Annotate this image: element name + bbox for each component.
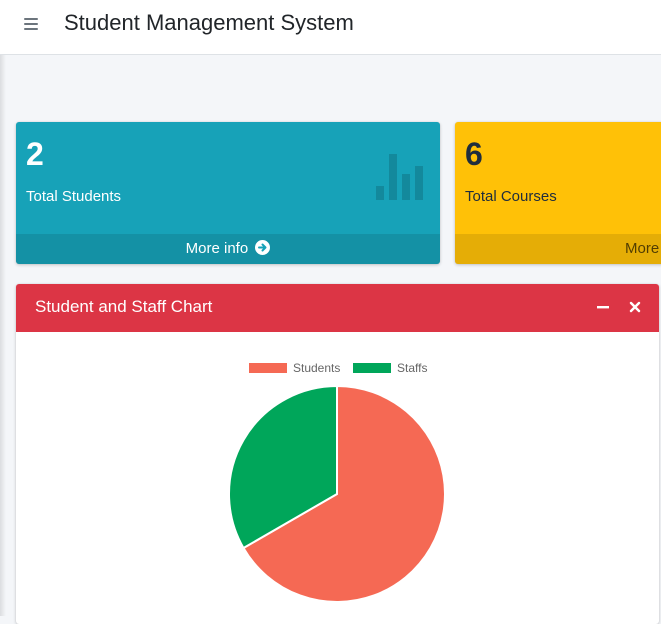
top-navbar: Student Management System: [0, 0, 661, 55]
students-more-info-label: More info: [185, 240, 249, 257]
courses-label: Total Courses: [465, 188, 557, 205]
students-count: 2: [26, 136, 44, 172]
pie-chart: Students Staffs: [228, 361, 446, 603]
chart-card-title: Student and Staff Chart: [35, 297, 213, 316]
minus-icon[interactable]: [594, 298, 612, 316]
courses-more-info-label: More info: [625, 240, 661, 257]
app-title: Student Management System: [64, 10, 354, 35]
hamburger-icon[interactable]: [24, 18, 38, 30]
close-icon[interactable]: [626, 298, 644, 316]
chart-card-header: Student and Staff Chart: [16, 284, 659, 332]
pie-slice-students[interactable]: [242, 384, 446, 603]
students-stat-box: 2 Total Students More info: [16, 122, 440, 264]
bar-chart-icon: [376, 154, 423, 200]
courses-stat-box: 6 Total Courses More info: [455, 122, 661, 264]
students-more-info-link[interactable]: More info: [16, 234, 440, 264]
pie-slice-staffs[interactable]: [228, 384, 338, 550]
legend-swatch-students[interactable]: [249, 363, 287, 373]
courses-more-info-link[interactable]: More info: [455, 234, 661, 264]
sidebar-edge-shadow: [0, 55, 6, 616]
legend-label-students[interactable]: Students: [293, 361, 340, 375]
chart-card-body: Students Staffs: [16, 332, 659, 624]
arrow-circle-right-icon: [255, 240, 271, 255]
student-staff-chart-card: Student and Staff Chart Students Staffs: [16, 284, 659, 624]
courses-count: 6: [465, 136, 483, 172]
legend-label-staffs[interactable]: Staffs: [397, 361, 427, 375]
students-label: Total Students: [26, 188, 122, 205]
legend-swatch-staffs[interactable]: [353, 363, 391, 373]
